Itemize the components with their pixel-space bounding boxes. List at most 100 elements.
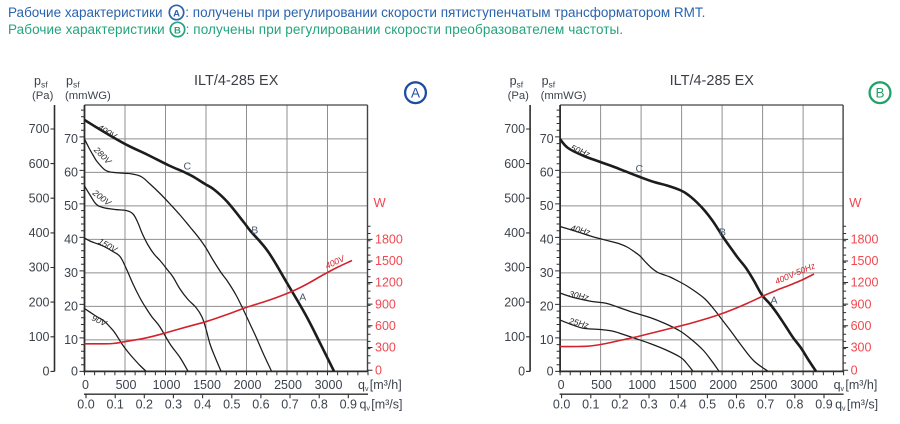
svg-text:1800: 1800: [375, 233, 403, 247]
svg-text:90V: 90V: [90, 313, 109, 329]
svg-text:B: B: [251, 225, 258, 237]
svg-text:50: 50: [64, 199, 78, 213]
svg-text:40: 40: [64, 233, 78, 247]
svg-text:0.2: 0.2: [136, 398, 153, 412]
svg-text:1200: 1200: [851, 276, 879, 290]
svg-text:C: C: [184, 161, 192, 173]
svg-text:10: 10: [540, 333, 554, 347]
svg-text:0.2: 0.2: [611, 398, 628, 412]
svg-text:(mmWG): (mmWG): [541, 90, 587, 102]
svg-text:20: 20: [540, 300, 554, 314]
svg-text:70: 70: [64, 132, 78, 146]
svg-text:0.6: 0.6: [728, 398, 745, 412]
svg-text:1500: 1500: [193, 378, 221, 392]
svg-text:0: 0: [851, 363, 858, 377]
svg-text:A: A: [299, 291, 306, 303]
svg-text:ILT/4-285 EX: ILT/4-285 EX: [194, 73, 279, 89]
svg-text:300: 300: [375, 341, 396, 355]
svg-text:1200: 1200: [375, 276, 403, 290]
svg-text:0: 0: [82, 378, 89, 392]
svg-text:psf: psf: [510, 74, 524, 90]
svg-text:2500: 2500: [750, 378, 778, 392]
svg-text:700: 700: [504, 122, 525, 136]
svg-text:60: 60: [540, 166, 554, 180]
svg-text:qv[m³/s]: qv[m³/s]: [360, 398, 403, 413]
svg-text:280V: 280V: [91, 144, 114, 167]
svg-text:600: 600: [29, 157, 50, 171]
svg-text:20: 20: [64, 300, 78, 314]
svg-text:400: 400: [504, 226, 525, 240]
svg-text:B: B: [719, 227, 726, 239]
svg-text:A: A: [771, 295, 778, 307]
svg-text:C: C: [636, 163, 644, 175]
svg-text:W: W: [374, 195, 387, 210]
svg-text:0: 0: [518, 365, 525, 379]
svg-text:150V: 150V: [97, 236, 121, 255]
svg-text:200: 200: [29, 295, 50, 309]
svg-text:(Pa): (Pa): [508, 90, 530, 102]
svg-text:psf: psf: [66, 74, 80, 90]
svg-text:100: 100: [29, 330, 50, 344]
svg-text:1000: 1000: [628, 378, 656, 392]
svg-text:600: 600: [375, 319, 396, 333]
svg-text:500: 500: [116, 378, 137, 392]
svg-text:0.8: 0.8: [311, 398, 328, 412]
svg-text:qv[m³/s]: qv[m³/s]: [835, 398, 878, 413]
svg-text:psf: psf: [542, 74, 556, 90]
svg-text:qv[m³/h]: qv[m³/h]: [834, 378, 878, 393]
svg-text:25Hz: 25Hz: [567, 315, 591, 330]
svg-text:1000: 1000: [153, 378, 181, 392]
svg-text:0.1: 0.1: [582, 398, 599, 412]
svg-text:900: 900: [851, 297, 872, 311]
svg-text:500: 500: [504, 191, 525, 205]
svg-text:0: 0: [43, 365, 50, 379]
svg-text:1500: 1500: [375, 254, 403, 268]
svg-text:40: 40: [540, 233, 554, 247]
svg-text:50: 50: [540, 199, 554, 213]
svg-text:A: A: [173, 8, 180, 19]
svg-text:3000: 3000: [315, 378, 343, 392]
svg-text:1500: 1500: [851, 254, 879, 268]
svg-text:0: 0: [558, 378, 565, 392]
svg-text:0.0: 0.0: [553, 398, 570, 412]
svg-text:600: 600: [851, 319, 872, 333]
svg-text:3000: 3000: [790, 378, 818, 392]
svg-text:200V: 200V: [90, 187, 114, 208]
svg-text:700: 700: [29, 122, 50, 136]
svg-text:600: 600: [504, 157, 525, 171]
svg-text:400: 400: [29, 226, 50, 240]
svg-text:0.0: 0.0: [77, 398, 94, 412]
svg-text:70: 70: [540, 132, 554, 146]
svg-text:40Hz: 40Hz: [570, 223, 593, 238]
svg-text:0.4: 0.4: [670, 398, 687, 412]
svg-text:300: 300: [851, 341, 872, 355]
svg-text:0.4: 0.4: [194, 398, 211, 412]
svg-text:0.6: 0.6: [252, 398, 269, 412]
svg-text:30Hz: 30Hz: [568, 289, 590, 303]
svg-text:300: 300: [29, 261, 50, 275]
svg-text:60: 60: [64, 166, 78, 180]
svg-text:(Pa): (Pa): [32, 90, 54, 102]
svg-text:2500: 2500: [274, 378, 302, 392]
svg-text:2000: 2000: [234, 378, 262, 392]
svg-text:0: 0: [375, 363, 382, 377]
svg-text:500: 500: [591, 378, 612, 392]
svg-text:900: 900: [375, 297, 396, 311]
svg-text:0: 0: [71, 365, 78, 379]
svg-text:0.9: 0.9: [815, 398, 832, 412]
svg-text:0.1: 0.1: [107, 398, 124, 412]
svg-text:0.7: 0.7: [757, 398, 774, 412]
svg-text:B: B: [875, 86, 884, 101]
svg-text:1800: 1800: [851, 233, 879, 247]
svg-text:1500: 1500: [669, 378, 697, 392]
svg-text:200: 200: [504, 295, 525, 309]
svg-text:30: 30: [540, 266, 554, 280]
svg-text:W: W: [849, 195, 862, 210]
svg-text:0.3: 0.3: [165, 398, 182, 412]
svg-text:A: A: [411, 86, 420, 101]
svg-text:0.8: 0.8: [786, 398, 803, 412]
svg-text:(mmWG): (mmWG): [65, 90, 111, 102]
svg-text:0.5: 0.5: [223, 398, 240, 412]
svg-text:500: 500: [29, 191, 50, 205]
svg-text:psf: psf: [34, 74, 48, 90]
